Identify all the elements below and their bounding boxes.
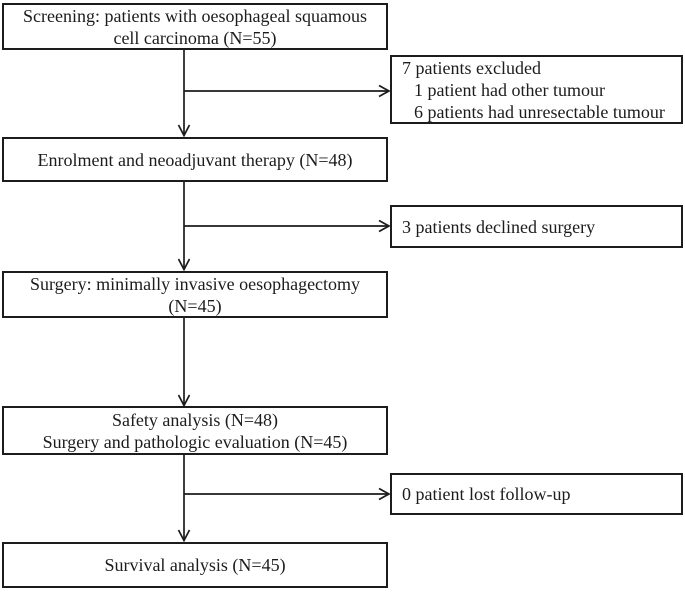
arrowhead-down-enrolment-icon bbox=[177, 124, 191, 138]
surgery-line-1: Surgery: minimally invasive oesophagecto… bbox=[29, 273, 361, 294]
arrowhead-right-lost-icon bbox=[378, 487, 391, 501]
excluded-line-2: 1 patient had other tumour bbox=[414, 79, 605, 100]
excluded-line-1: 7 patients excluded bbox=[402, 57, 541, 78]
surgery-line-2: (N=45) bbox=[168, 295, 222, 316]
enrolment-line-1: Enrolment and neoadjuvant therapy (N=48) bbox=[37, 149, 353, 170]
declined-line-1: 3 patients declined surgery bbox=[402, 216, 596, 237]
screening-line-1: Screening: patients with oesophageal squ… bbox=[23, 5, 367, 26]
box-survival: Survival analysis (N=45) bbox=[2, 542, 388, 588]
excluded-line-3: 6 patients had unresectable tumour bbox=[414, 101, 665, 122]
safety-line-1: Safety analysis (N=48) bbox=[111, 409, 279, 430]
screening-line-2: cell carcinoma (N=55) bbox=[113, 27, 277, 48]
box-safety-analysis: Safety analysis (N=48) Surgery and patho… bbox=[2, 406, 388, 455]
box-declined: 3 patients declined surgery bbox=[390, 205, 683, 248]
safety-line-2: Surgery and pathologic evaluation (N=45) bbox=[42, 431, 348, 452]
box-screening: Screening: patients with oesophageal squ… bbox=[2, 3, 388, 50]
box-enrolment: Enrolment and neoadjuvant therapy (N=48) bbox=[2, 137, 388, 182]
box-lost-followup: 0 patient lost follow-up bbox=[390, 473, 683, 515]
arrowhead-right-excluded-icon bbox=[378, 84, 391, 98]
arrowhead-down-safety-icon bbox=[177, 394, 191, 408]
survival-line-1: Survival analysis (N=45) bbox=[104, 555, 286, 575]
lost-line-1: 0 patient lost follow-up bbox=[402, 484, 571, 504]
box-excluded: 7 patients excluded 1 patient had other … bbox=[390, 55, 683, 124]
arrowhead-right-declined-icon bbox=[378, 219, 391, 233]
arrowhead-down-surgery-icon bbox=[177, 258, 191, 272]
box-surgery: Surgery: minimally invasive oesophagecto… bbox=[2, 271, 388, 318]
arrowhead-down-survival-icon bbox=[177, 529, 191, 543]
